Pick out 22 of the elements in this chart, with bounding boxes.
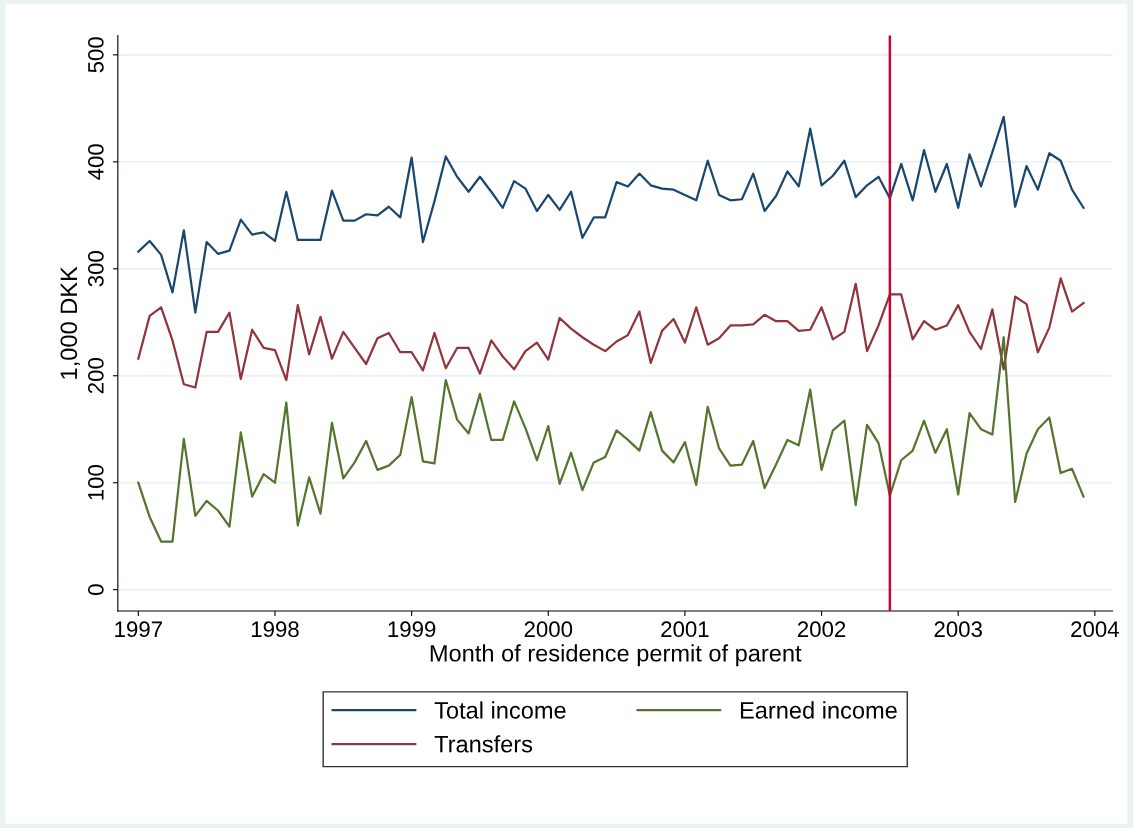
x-axis-title: Month of residence permit of parent [430, 644, 802, 667]
y-tick-label: 400 [87, 144, 104, 180]
line-series [137, 277, 1085, 389]
y-tick-label: 300 [87, 251, 104, 287]
x-tick-label: 2000 [524, 621, 573, 638]
y-tick-label: 0 [87, 584, 104, 595]
legend-label: Transfers [434, 735, 533, 753]
x-tick-label: 1998 [251, 621, 299, 638]
line-series [137, 336, 1085, 543]
y-tick-label: 500 [87, 37, 104, 73]
x-tick-label: 1997 [115, 621, 162, 638]
legend-label: Total income [434, 701, 566, 719]
x-tick-label: 2004 [1071, 621, 1119, 638]
y-tick-label: 200 [87, 358, 104, 394]
line-series [137, 115, 1085, 314]
x-tick-label: 2001 [661, 621, 709, 638]
legend-label: Earned income [740, 701, 897, 719]
y-axis-title: 1,000 DKK [60, 266, 80, 379]
x-tick-label: 1999 [388, 621, 436, 638]
x-tick-label: 2002 [797, 621, 846, 638]
x-tick-label: 2003 [934, 621, 982, 638]
y-tick-label: 100 [87, 465, 104, 500]
